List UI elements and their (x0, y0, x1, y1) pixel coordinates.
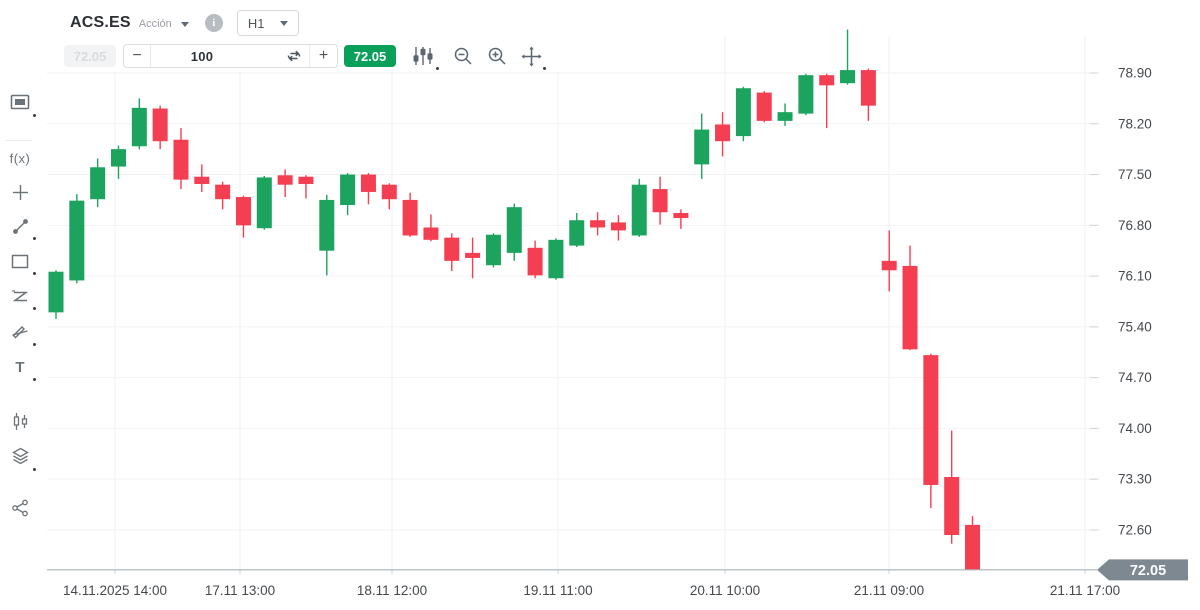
candle-down (444, 237, 460, 261)
price-axis-label: 78.90 (1118, 66, 1152, 81)
quantity-increase-button[interactable]: + (309, 45, 337, 67)
function-fx-icon[interactable]: f(x) (9, 150, 31, 166)
pan-icon[interactable] (514, 44, 548, 70)
waves-tool-icon[interactable] (0, 281, 40, 311)
current-price-badge-label: 72.05 (1130, 563, 1166, 579)
quantity-stepper: − 100 + (123, 44, 338, 68)
crosshair-icon[interactable] (0, 177, 40, 207)
quantity-decrease-button[interactable]: − (124, 45, 151, 67)
time-axis-label: 21.11 09:00 (854, 583, 924, 598)
symbol-name: ACS.ES (70, 14, 131, 31)
price-axis-label: 74.00 (1118, 421, 1152, 436)
candle-down (235, 197, 251, 226)
candle-down (944, 476, 960, 536)
zoom-in-icon[interactable] (480, 44, 514, 68)
price-axis-label: 76.80 (1118, 218, 1152, 233)
candle-down (194, 176, 210, 184)
candle-down (756, 92, 772, 121)
sell-price-button[interactable]: 72.05 (64, 45, 116, 67)
instrument-type-label: Acción (138, 18, 172, 30)
candle-up (90, 167, 106, 200)
time-axis-label: 14.11.2025 14:00 (63, 583, 167, 598)
quantity-value[interactable]: 100 (190, 48, 214, 64)
candle-down (360, 174, 376, 192)
zoom-out-icon[interactable] (446, 44, 480, 68)
candle-up (340, 174, 356, 206)
time-axis-label: 21.11 17:00 (1050, 583, 1120, 598)
sidebar-divider (6, 140, 32, 141)
price-axis-label: 72.60 (1118, 522, 1152, 537)
text-tool-icon[interactable]: T (0, 352, 40, 382)
trend-line-icon[interactable] (0, 211, 40, 241)
candle-down (673, 212, 689, 219)
candle-down (715, 124, 731, 142)
candle-down (402, 199, 418, 236)
candle-down (965, 524, 981, 570)
time-axis-label: 17.11 13:00 (205, 583, 275, 598)
candle-up (110, 149, 126, 167)
drawing-tool-icon[interactable] (0, 317, 40, 347)
candle-up (694, 129, 710, 165)
chevron-down-icon (280, 21, 289, 26)
candle-down (465, 252, 481, 258)
share-icon[interactable] (0, 493, 40, 523)
refresh-icon[interactable] (279, 45, 309, 67)
price-axis-label: 74.70 (1118, 370, 1152, 385)
candle-down (610, 222, 626, 231)
candle-down (860, 70, 876, 106)
chart-style-icon[interactable] (0, 406, 40, 436)
timeframe-value: H1 (247, 15, 265, 31)
price-axis-label: 76.10 (1118, 269, 1152, 284)
indicators-icon[interactable] (406, 44, 440, 70)
timeframe-select[interactable]: H1 (236, 10, 300, 36)
candle-up (485, 234, 501, 266)
instrument-header: ACS.ES Acción i H1 (70, 10, 300, 36)
candle-down (881, 260, 897, 271)
candle-up (840, 70, 856, 84)
price-axis-label: 77.50 (1118, 167, 1152, 182)
candle-down (923, 355, 939, 485)
chart-window-icon[interactable] (0, 87, 40, 117)
chevron-down-icon[interactable] (180, 22, 189, 27)
candle-down (652, 189, 668, 213)
candle-up (131, 107, 147, 147)
time-axis-label: 20.11 10:00 (690, 583, 760, 598)
candle-down (152, 108, 168, 142)
candle-up (569, 220, 585, 246)
candle-up (735, 88, 751, 137)
layers-icon[interactable] (0, 441, 40, 471)
candle-down (215, 184, 231, 200)
order-toolbar: 72.05 − 100 + 72.05 (64, 44, 548, 70)
current-price-badge (1097, 559, 1188, 581)
candle-down (590, 220, 606, 228)
candle-down (381, 184, 397, 200)
candle-up (506, 207, 522, 253)
time-axis-label: 19.11 11:00 (523, 583, 592, 598)
price-axis-label: 73.30 (1118, 472, 1152, 487)
time-axis-label: 18.11 12:00 (357, 583, 427, 598)
candle-up (69, 200, 85, 281)
price-axis-label: 78.20 (1118, 116, 1152, 131)
info-icon[interactable]: i (204, 14, 223, 32)
candle-down (819, 75, 835, 86)
candle-up (48, 271, 64, 313)
rectangle-tool-icon[interactable] (0, 246, 40, 276)
candle-up (319, 199, 335, 251)
buy-price-button[interactable]: 72.05 (344, 45, 396, 67)
candle-down (277, 175, 293, 185)
price-axis-label: 75.40 (1118, 319, 1152, 334)
candle-down (298, 176, 314, 184)
candle-down (902, 265, 918, 350)
candle-up (256, 177, 272, 229)
candle-up (548, 239, 564, 279)
drawing-tools-sidebar: f(x) (0, 0, 40, 610)
candle-down (527, 247, 543, 276)
candle-up (777, 112, 793, 121)
candle-down (423, 227, 439, 240)
candle-down (173, 139, 189, 180)
candle-up (798, 75, 814, 114)
candle-up (631, 184, 647, 236)
